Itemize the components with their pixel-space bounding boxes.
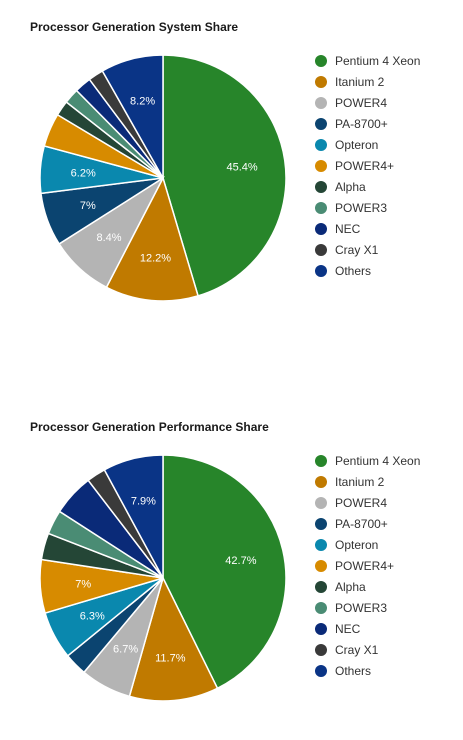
slice-label-pa-8700: 7% [80,200,96,212]
legend-label: NEC [335,621,361,636]
pie-slice-others [103,454,164,579]
legend-swatch [315,54,327,67]
legend-label: POWER4+ [335,158,395,173]
legend-item-alpha: Alpha [315,176,420,197]
legend-swatch [315,622,327,635]
legend-item-pentium-4-xeon: Pentium 4 Xeon [315,50,420,71]
slice-label-itanium-2: 11.7% [155,653,186,665]
legend-swatch [315,538,327,551]
legend-label: NEC [335,221,361,236]
legend-item-cray-x1: Cray X1 [315,239,420,260]
slice-label-power4: 7% [75,579,91,591]
legend-swatch [315,580,327,593]
legend-label: Opteron [335,537,379,552]
pie-slice-pentium-4-xeon [162,54,287,297]
legend-item-pa-8700: PA-8700+ [315,113,420,134]
legend-swatch [315,643,327,656]
slice-label-others: 8.2% [130,96,155,108]
slice-label-pentium-4-xeon: 45.4% [226,162,257,174]
legend-item-cray-x1: Cray X1 [315,639,420,660]
legend-label: Opteron [335,137,379,152]
performance-share-panel: Processor Generation Performance Share 4… [0,400,463,740]
legend-swatch [315,222,327,235]
legend-item-nec: NEC [315,218,420,239]
legend-item-alpha: Alpha [315,576,420,597]
slice-label-pentium-4-xeon: 42.7% [225,555,256,567]
legend-item-opteron: Opteron [315,534,420,555]
pie-slice-pentium-4-xeon [162,454,287,690]
legend-item-power3: POWER3 [315,197,420,218]
slice-label-power4: 6.7% [113,644,138,656]
legend-item-nec: NEC [315,618,420,639]
legend-swatch [315,664,327,677]
legend-label: Pentium 4 Xeon [335,453,421,468]
legend-swatch [315,96,327,109]
slice-label-others: 7.9% [131,496,156,508]
legend-item-others: Others [315,260,420,281]
legend-item-others: Others [315,660,420,681]
legend-item-power4: POWER4+ [315,555,420,576]
legend-swatch [315,517,327,530]
legend-item-power4: POWER4+ [315,155,420,176]
pie-slice-itanium-2 [128,575,219,702]
slice-label-opteron: 6.3% [80,610,105,622]
slice-label-itanium-2: 12.2% [140,253,171,265]
legend-swatch [315,180,327,193]
legend-label: Itanium 2 [335,474,385,489]
legend-swatch [315,264,327,277]
legend-swatch [315,601,327,614]
slice-label-opteron: 6.2% [71,168,96,180]
legend-label: Alpha [335,179,366,194]
performance-share-pie: 42.7% 11.7% 6.7% 6.3% 7% 7.9% [39,454,287,702]
legend-label: Others [335,263,372,278]
legend-swatch [315,559,327,572]
system-share-panel: Processor Generation System Share 45.4% 1… [0,0,463,340]
system-share-pie: 45.4% 12.2% 8.4% 7% 6.2% 8.2% [39,54,287,302]
slice-label-power4: 8.4% [96,232,121,244]
legend-item-power4: POWER4 [315,492,420,513]
legend-label: Alpha [335,579,366,594]
legend-item-itanium-2: Itanium 2 [315,471,420,492]
legend-label: POWER3 [335,600,388,615]
legend-swatch [315,201,327,214]
legend-swatch [315,475,327,488]
legend-label: Others [335,663,372,678]
legend-item-opteron: Opteron [315,134,420,155]
legend-item-pa-8700: PA-8700+ [315,513,420,534]
performance-share-legend: Pentium 4 Xeon Itanium 2 POWER4 PA-8700+ Opt… [315,450,420,681]
legend-label: POWER4+ [335,558,395,573]
legend-swatch [315,117,327,130]
legend-label: Cray X1 [335,642,379,657]
legend-item-power4: POWER4 [315,92,420,113]
legend-label: POWER4 [335,95,388,110]
legend-label: Pentium 4 Xeon [335,53,421,68]
legend-swatch [315,496,327,509]
pie-slice-itanium-2 [105,176,199,302]
legend-label: PA-8700+ [335,116,388,131]
legend-label: Cray X1 [335,242,379,257]
system-share-legend: Pentium 4 Xeon Itanium 2 POWER4 PA-8700+ Opt… [315,50,420,281]
legend-swatch [315,138,327,151]
legend-label: POWER3 [335,200,388,215]
legend-item-itanium-2: Itanium 2 [315,71,420,92]
pie-slice-others [101,54,164,181]
legend-label: POWER4 [335,495,388,510]
legend-swatch [315,454,327,467]
legend-label: PA-8700+ [335,516,388,531]
legend-swatch [315,159,327,172]
legend-swatch [315,75,327,88]
legend-swatch [315,243,327,256]
legend-item-pentium-4-xeon: Pentium 4 Xeon [315,450,420,471]
chart-title: Processor Generation System Share [30,20,239,34]
chart-title: Processor Generation Performance Share [30,420,269,434]
legend-item-power3: POWER3 [315,597,420,618]
legend-label: Itanium 2 [335,74,385,89]
